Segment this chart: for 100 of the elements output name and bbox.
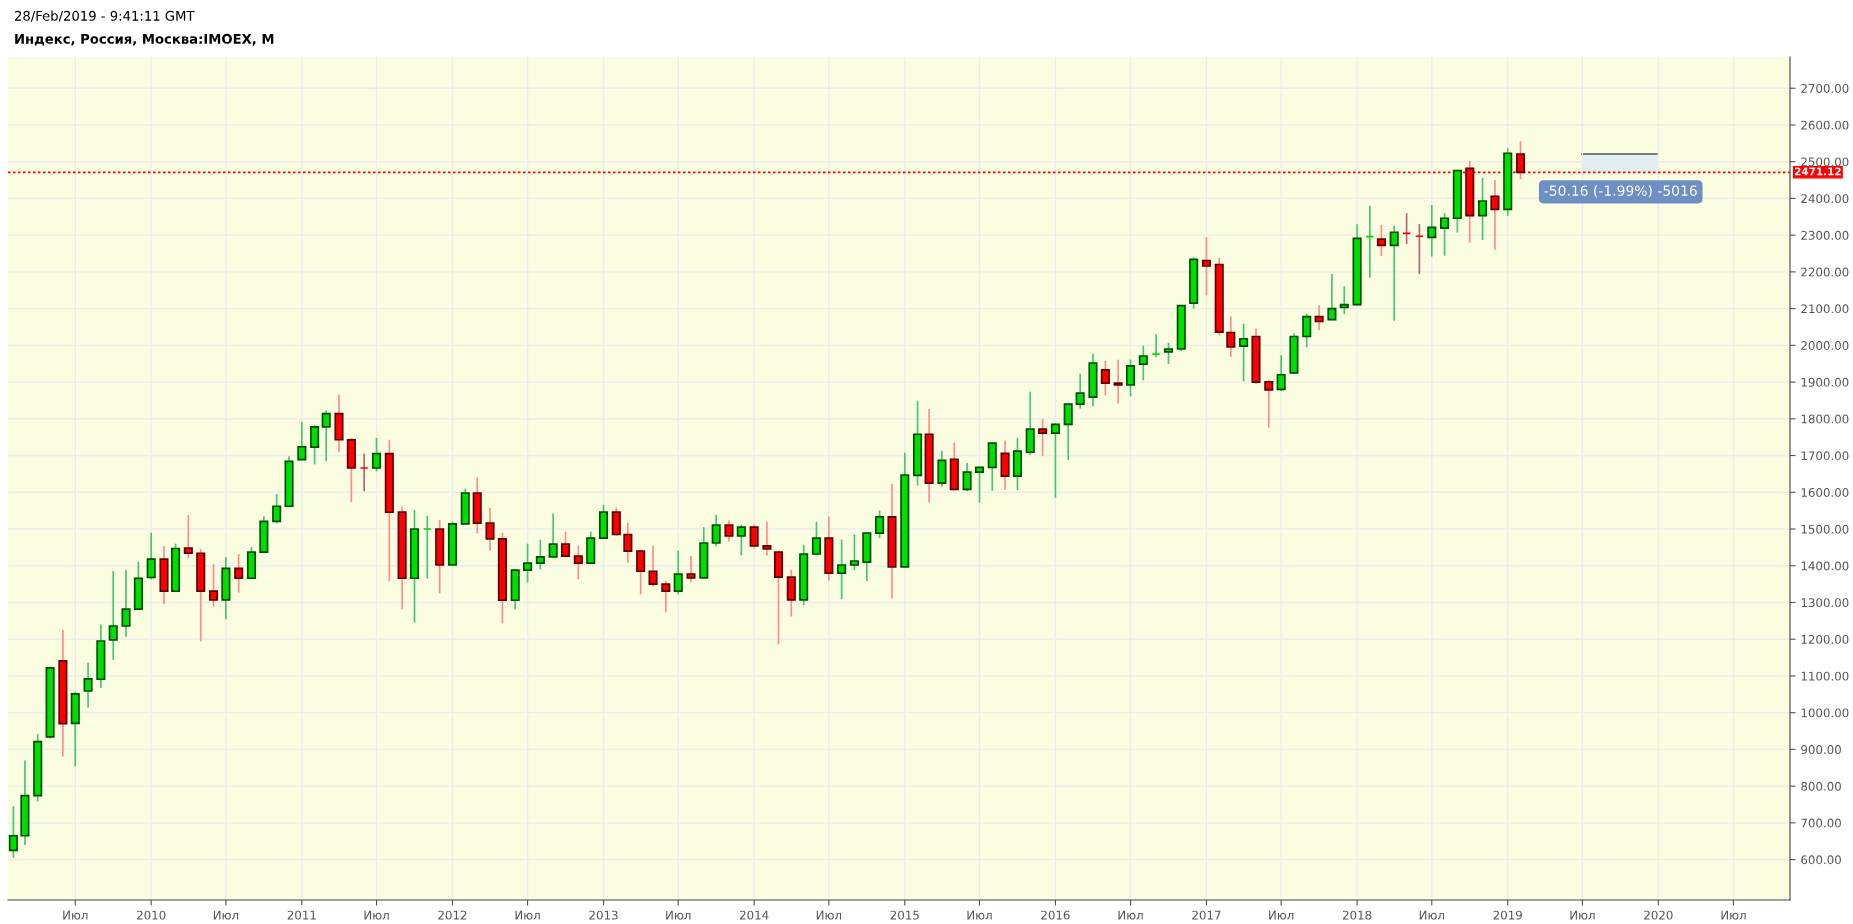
x-tick-label: 2017 [1192,910,1221,920]
x-tick-label: Июл [364,910,389,920]
candlestick [762,520,772,557]
candlestick [749,523,759,550]
candlestick [297,421,307,462]
candlestick [1339,285,1349,315]
candlestick [937,449,947,488]
candlestick [661,579,671,614]
x-tick-label: Июл [816,910,842,920]
candlestick [485,506,495,552]
x-tick-label: Июл [515,910,540,920]
y-tick-label: 800.00 [1801,781,1841,791]
candlestick [1276,354,1286,392]
candlestick [1239,322,1249,383]
candlestick [1025,390,1035,456]
candlestick [623,521,633,564]
candlestick [1376,224,1386,257]
y-tick-label: 1200.00 [1801,634,1849,644]
y-tick-label: 1300.00 [1801,598,1849,608]
candlestick [636,548,646,596]
x-tick-label: 2016 [1041,910,1070,920]
candlestick [1440,212,1450,257]
candlestick [786,568,796,618]
y-tick-label: 1400.00 [1801,561,1849,571]
y-tick-label: 2500.00 [1801,157,1849,167]
candlestick [1075,372,1085,410]
x-tick-label: 2014 [739,910,769,920]
y-tick-label: 2200.00 [1801,267,1849,277]
candlestick [535,538,545,571]
candlestick [875,509,885,540]
candlestick [724,519,734,543]
candlestick [1327,273,1337,322]
y-tick-label: 2600.00 [1801,120,1849,130]
candlestick [1264,378,1274,429]
candlestick [1314,304,1324,332]
y-tick-label: 2400.00 [1801,194,1849,204]
candlestick [1490,179,1500,251]
text: 28/Feb/2019 - 9:41:11 GMT [14,10,195,22]
candlestick [1063,402,1073,461]
annotation: -50.16 (-1.99%) -5016 [1544,185,1697,198]
x-tick-label: Июл [666,910,691,920]
candlestick [686,554,696,584]
candlestick [371,437,382,473]
candlestick [1113,358,1123,405]
candlestick [1477,177,1488,241]
candlestick [1201,236,1212,297]
candlestick [108,570,118,661]
candlestick [310,424,320,466]
x-tick-label: 2015 [890,910,919,920]
candlestick [121,568,131,638]
y-tick-label: 1100.00 [1801,671,1849,681]
candlestick [208,563,219,608]
chart-title: Индекс, Россия, Москва:IMOEX, M [15,33,274,46]
x-tick-label: Июл [1269,910,1294,920]
y-tick-label: 1800.00 [1801,414,1849,424]
x-tick-label: 2011 [287,910,316,920]
candlestick [146,531,156,581]
x-tick-label: Июл [63,910,88,920]
y-tick-label: 1900.00 [1801,377,1849,387]
ref-line-label: 2471.12 [1794,167,1841,176]
candlestick [573,544,583,581]
candlestick [548,512,558,559]
candlestick [1100,359,1110,397]
candlestick [1050,422,1060,499]
candlestick [711,513,721,548]
y-tick-label: 2300.00 [1801,230,1849,240]
x-tick-label: Июл [1570,910,1595,920]
x-tick-label: Июл [1721,910,1746,920]
candlestick [560,530,571,558]
y-tick-label: 700.00 [1801,818,1841,828]
candlestick [837,538,847,600]
candlestick [974,465,985,504]
x-tick-label: Июл [1118,910,1143,920]
candlestick [962,462,972,493]
x-tick-label: 2018 [1342,910,1372,920]
y-tick-label: 2100.00 [1801,304,1849,314]
candlestick [1389,225,1399,322]
x-tick-label: Июл [1419,910,1444,920]
candlestick [321,409,331,462]
candlestick [1138,344,1148,382]
candlestick [8,805,18,859]
y-tick-label: 1600.00 [1801,488,1849,497]
candlestick [1302,312,1312,349]
candlestick [849,533,859,571]
x-tick-label: Июл [213,910,239,920]
candlestick [673,549,683,596]
x-tick-label: 2013 [589,910,618,920]
candlestick [83,661,93,709]
x-tick-label: Июл [967,910,992,920]
candlestick [1163,341,1174,365]
y-tick-label: 1000.00 [1801,708,1849,718]
x-tick-label: 2012 [438,910,467,920]
candlestick [1427,204,1437,258]
y-tick-label: 1500.00 [1801,524,1849,534]
candlestick [183,514,193,559]
candlestick [811,520,822,556]
candlestick [736,523,746,557]
candlestick [523,542,533,584]
y-tick-label: 900.00 [1801,745,1841,755]
candlestick [1125,358,1136,398]
